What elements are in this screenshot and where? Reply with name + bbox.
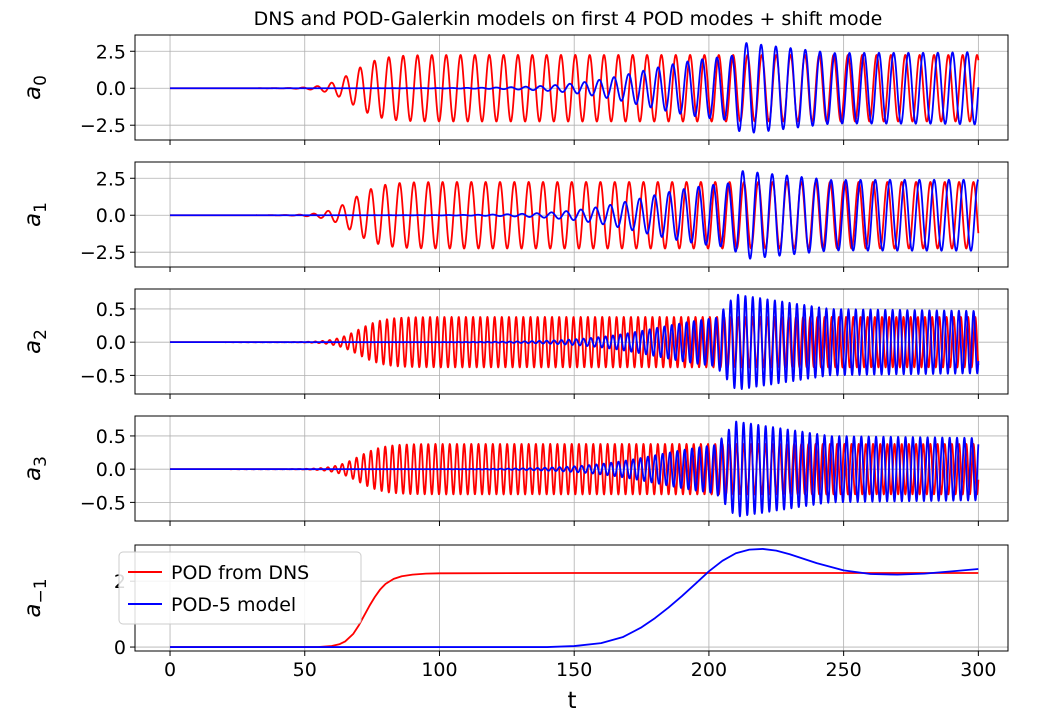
y-tick-label: 0.0 [96,78,126,100]
y-axis-label-symbol: a [20,340,46,354]
x-tick-label: 0 [164,659,176,681]
y-tick-label: 0.0 [96,205,126,227]
y-tick-label: 2.5 [96,168,126,190]
series-line-model [169,420,980,518]
y-axis-label-subscript: −1 [31,578,51,603]
y-axis-label-subscript: 1 [31,202,51,213]
series-line-dns [170,572,979,648]
x-tick-label: 300 [960,659,996,681]
y-tick-label: 0 [114,637,126,659]
y-tick-label: 0.0 [96,459,126,481]
y-tick-label: 0.0 [96,332,126,354]
series-line-model [170,548,979,648]
y-axis-label: a0 [20,75,51,100]
x-tick-label: 250 [826,659,862,681]
y-tick-label: −0.5 [80,492,126,514]
panel-2: −0.5 0.0 0.5 a2 [20,288,1009,399]
y-axis-label: a−1 [20,578,51,617]
y-tick-label: 0.5 [96,299,126,321]
series-line-model [169,170,979,260]
y-tick-label: −2.5 [80,242,126,264]
legend-entry: POD from DNS [171,562,309,584]
y-tick-label: −2.5 [80,115,126,137]
series-line-model [169,42,980,134]
y-axis-label-subscript: 3 [31,456,51,467]
y-axis-label-subscript: 2 [31,329,51,340]
x-tick-label: 100 [421,659,457,681]
legend-entry: POD-5 model [171,594,296,616]
chart-title: DNS and POD-Galerkin models on first 4 P… [254,8,883,30]
legend-box [118,551,362,625]
axes-frame [134,34,1009,141]
y-axis-label: a2 [20,329,51,354]
y-tick-label: 2.5 [96,41,126,63]
y-axis-label-symbol: a [20,213,46,227]
panel-1: −2.5 0.0 2.5 a1 [20,161,1009,272]
y-tick-label: −0.5 [80,365,126,387]
legend: POD from DNS POD-5 model [118,551,362,625]
y-axis-label: a1 [20,202,51,227]
axes-frame [134,288,1009,395]
y-axis-label: a3 [20,456,51,481]
axes-frame [134,161,1009,268]
y-tick-label: 0.5 [96,426,126,448]
panel-0: −2.5 0.0 2.5 a0 [20,34,1009,145]
panel-3: −0.5 0.0 0.5 a3 [20,415,1009,526]
axes-frame [134,415,1009,522]
panels: −2.50.02.5a0−2.50.02.5a1−0.50.00.5a2−0.5… [20,34,1009,681]
y-axis-label-symbol: a [20,467,46,481]
x-axis-label: t [567,688,576,714]
series-line-model [169,293,980,390]
y-axis-label-symbol: a [20,86,46,100]
x-tick-label: 150 [556,659,592,681]
x-tick-label: 50 [293,659,317,681]
y-axis-label-symbol: a [20,603,46,617]
x-tick-label: 200 [691,659,727,681]
y-axis-label-subscript: 0 [31,75,51,86]
